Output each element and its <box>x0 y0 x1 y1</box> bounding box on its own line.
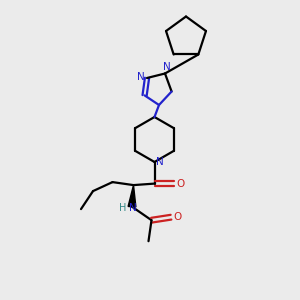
Text: N: N <box>163 62 170 72</box>
Text: N: N <box>129 203 136 213</box>
Text: N: N <box>156 157 164 167</box>
Text: O: O <box>173 212 182 222</box>
Text: N: N <box>136 71 144 82</box>
Text: O: O <box>176 178 185 189</box>
Text: H: H <box>119 203 126 213</box>
Polygon shape <box>128 185 136 207</box>
